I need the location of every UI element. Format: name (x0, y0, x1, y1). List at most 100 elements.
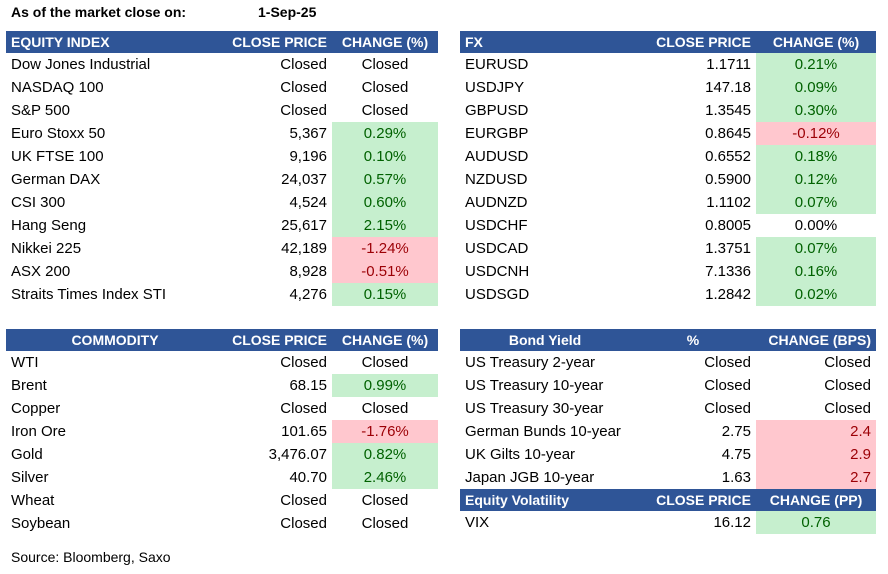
row-name: AUDNZD (465, 194, 528, 211)
row-change: 2.9 (756, 443, 876, 466)
row-name: Gold (11, 446, 43, 463)
row-change: Closed (824, 377, 871, 394)
row-change: -0.51% (332, 260, 438, 283)
row-name: USDCAD (465, 240, 529, 257)
row-name: USDSGD (465, 286, 530, 303)
table-row: Wheat Closed Closed (6, 489, 438, 512)
commodity-header-change: CHANGE (%) (332, 329, 438, 351)
equity-index-table: EQUITY INDEX CLOSE PRICE CHANGE (%) Dow … (6, 31, 438, 306)
row-change: 0.18% (756, 145, 876, 168)
row-change: 0.57% (332, 168, 438, 191)
row-price: 68.15 (289, 377, 327, 394)
row-name: Soybean (11, 515, 71, 532)
row-name: CSI 300 (11, 194, 66, 211)
table-row: AUDUSD 0.6552 0.18% (460, 145, 876, 168)
table-row: NASDAQ 100 Closed Closed (6, 76, 438, 99)
table-row: Brent 68.15 0.99% (6, 374, 438, 397)
row-name: USDJPY (465, 79, 525, 96)
row-change: -0.12% (756, 122, 876, 145)
row-name: Euro Stoxx 50 (11, 125, 106, 142)
bond-rows: US Treasury 2-year Closed Closed US Treasur… (460, 351, 876, 489)
bond-yield-table: Bond Yield % CHANGE (BPS) US Treasury 2-… (460, 329, 876, 534)
row-price: 101.65 (281, 423, 327, 440)
row-name: Wheat (11, 492, 55, 509)
table-row: Silver 40.70 2.46% (6, 466, 438, 489)
row-price: 0.6552 (705, 148, 751, 165)
row-change: 0.16% (756, 260, 876, 283)
table-row: Iron Ore 101.65 -1.76% (6, 420, 438, 443)
row-change: 0.30% (756, 99, 876, 122)
as-of-date: 1-Sep-25 (258, 4, 317, 20)
row-price: Closed (704, 377, 751, 394)
row-price: Closed (280, 56, 327, 73)
row-price: 3,476.07 (268, 446, 327, 463)
table-row: USDCNH 7.1336 0.16% (460, 260, 876, 283)
table-row: Copper Closed Closed (6, 397, 438, 420)
table-row: GBPUSD 1.3545 0.30% (460, 99, 876, 122)
row-price: 1.2842 (705, 286, 751, 303)
row-change: 0.21% (756, 53, 876, 76)
row-price: 1.3751 (705, 240, 751, 257)
row-name: GBPUSD (465, 102, 529, 119)
row-name: US Treasury 2-year (465, 354, 596, 371)
row-price: Closed (704, 400, 751, 417)
row-change: Closed (824, 354, 871, 371)
row-name: Silver (11, 469, 49, 486)
row-change: 0.12% (756, 168, 876, 191)
row-name: UK Gilts 10-year (465, 446, 576, 463)
row-price: Closed (280, 492, 327, 509)
table-row: Japan JGB 10-year 1.63 2.7 (460, 466, 876, 489)
row-name: Japan JGB 10-year (465, 469, 595, 486)
row-price: 0.8005 (705, 217, 751, 234)
row-change: 0.10% (332, 145, 438, 168)
row-name: Hang Seng (11, 217, 87, 234)
table-row: Gold 3,476.07 0.82% (6, 443, 438, 466)
row-change: 2.4 (756, 420, 876, 443)
row-name: AUDUSD (465, 148, 529, 165)
row-change: Closed (361, 354, 409, 371)
fx-header-price: CLOSE PRICE (570, 31, 756, 53)
table-row: AUDNZD 1.1102 0.07% (460, 191, 876, 214)
table-row: German DAX 24,037 0.57% (6, 168, 438, 191)
row-price: Closed (280, 102, 327, 119)
row-name: German Bunds 10-year (465, 423, 621, 440)
row-name: Nikkei 225 (11, 240, 82, 257)
bond-header-yield: % (630, 329, 756, 351)
table-row: ASX 200 8,928 -0.51% (6, 260, 438, 283)
fx-rows: EURUSD 1.1711 0.21% USDJPY 147.18 0.09% GBPUSD… (460, 53, 876, 306)
volatility-header-change: CHANGE (PP) (756, 489, 876, 511)
table-row: US Treasury 30-year Closed Closed (460, 397, 876, 420)
row-change: 0.07% (756, 191, 876, 214)
row-price: 40.70 (289, 469, 327, 486)
row-change: 0.60% (332, 191, 438, 214)
row-price: 1.3545 (705, 102, 751, 119)
row-name: ASX 200 (11, 263, 71, 280)
row-change: 2.7 (756, 466, 876, 489)
table-row: UK Gilts 10-year 4.75 2.9 (460, 443, 876, 466)
table-row: Dow Jones Industrial Closed Closed (6, 53, 438, 76)
table-row: VIX 16.12 0.76 (460, 511, 876, 534)
row-price: 9,196 (289, 148, 327, 165)
table-row: EURGBP 0.8645 -0.12% (460, 122, 876, 145)
row-name: EURUSD (465, 56, 529, 73)
row-price: 24,037 (281, 171, 327, 188)
row-price: Closed (280, 354, 327, 371)
row-price: 0.8645 (705, 125, 751, 142)
row-change: 0.76 (756, 511, 876, 534)
equity-header-name: EQUITY INDEX (6, 31, 224, 53)
bond-header-change: CHANGE (BPS) (756, 329, 876, 351)
row-name: EURGBP (465, 125, 529, 142)
fx-header-name: FX (460, 31, 570, 53)
table-row: Straits Times Index STI 4,276 0.15% (6, 283, 438, 306)
row-price: 2.75 (721, 423, 751, 440)
table-row: German Bunds 10-year 2.75 2.4 (460, 420, 876, 443)
row-price: Closed (280, 515, 327, 532)
row-change: Closed (361, 492, 409, 509)
table-row: Soybean Closed Closed (6, 512, 438, 535)
commodity-table: COMMODITY CLOSE PRICE CHANGE (%) WTI Clos… (6, 329, 438, 535)
row-change: Closed (361, 56, 409, 73)
row-change: Closed (361, 102, 409, 119)
commodity-header-name: COMMODITY (6, 329, 224, 351)
fx-header-change: CHANGE (%) (756, 31, 876, 53)
row-name: NASDAQ 100 (11, 79, 104, 96)
